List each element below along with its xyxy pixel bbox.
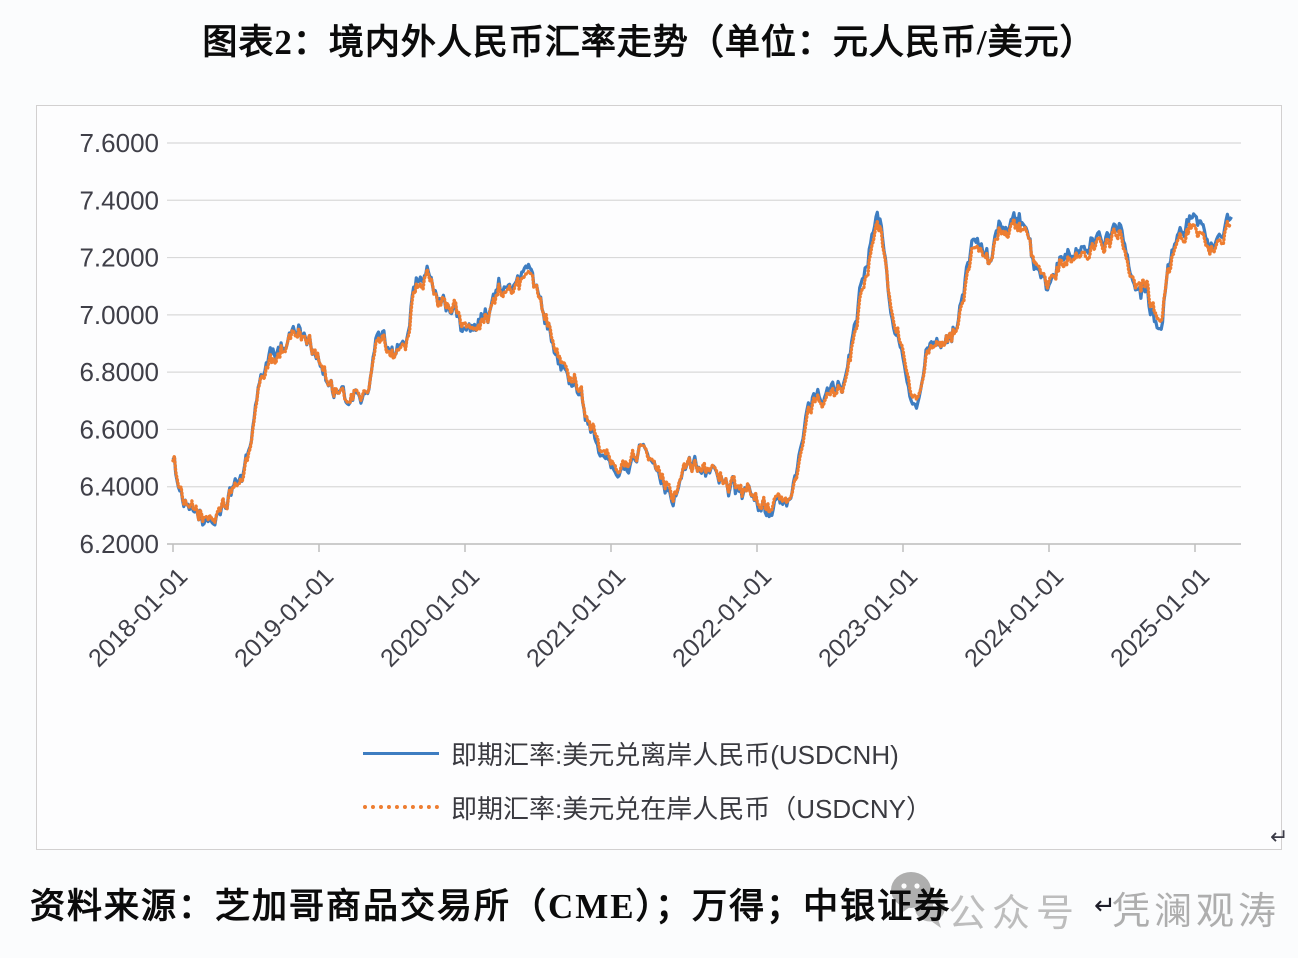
x-tick-label: 2022-01-01 (667, 562, 777, 672)
chart-container: 6.2000 6.4000 6.6000 6.8000 7.0000 7.2000 7.40… (36, 105, 1282, 850)
paragraph-return-icon: ↵ (1094, 890, 1116, 920)
paragraph-return-icon: ↵ (1270, 824, 1289, 849)
x-tick-label: 2023-01-01 (813, 562, 923, 672)
y-tick-label: 7.4000 (79, 185, 159, 215)
chart-title: 图表2：境内外人民币汇率走势（单位：元人民币/美元） (202, 23, 1096, 62)
x-tick-label: 2024-01-01 (959, 562, 1069, 672)
usdcny-line (171, 217, 1234, 524)
legend-label-usdcnh: 即期汇率:美元兑离岸人民币(USDCNH) (451, 739, 899, 770)
watermark-prefix-text: 公众号 (948, 893, 1081, 935)
x-tick-label: 2019-01-01 (229, 562, 339, 672)
y-tick-label: 6.2000 (79, 529, 159, 559)
legend-item-usdcnh: 即期汇率:美元兑离岸人民币(USDCNH) (363, 738, 899, 770)
y-tick-label: 7.0000 (79, 300, 159, 330)
y-tick-label: 6.4000 (79, 472, 159, 502)
y-tick-label: 6.6000 (79, 414, 159, 444)
x-tick-label: 2018-01-01 (83, 562, 193, 672)
x-tick-label: 2021-01-01 (521, 562, 631, 672)
y-tick-label: 6.8000 (79, 357, 159, 387)
usdcnh-line-sample-icon (363, 751, 439, 755)
source-line: 资料来源：芝加哥商品交易所（CME）；万得；中银证券 (30, 887, 952, 926)
y-tick-label: 7.6000 (79, 128, 159, 158)
x-tick-label: 2025-01-01 (1105, 562, 1215, 672)
legend-item-usdcny: 即期汇率:美元兑在岸人民币（USDCNY） (363, 792, 932, 824)
x-tick-label: 2020-01-01 (375, 562, 485, 672)
usdcny-line-sample-icon (363, 805, 439, 809)
y-tick-label: 7.2000 (79, 243, 159, 273)
exchange-rate-chart: 6.2000 6.4000 6.6000 6.8000 7.0000 7.2000 7.40… (79, 128, 1241, 673)
legend-label-usdcny: 即期汇率:美元兑在岸人民币（USDCNY） (451, 793, 933, 824)
watermark-account-name: 凭澜观涛 (1112, 891, 1281, 933)
